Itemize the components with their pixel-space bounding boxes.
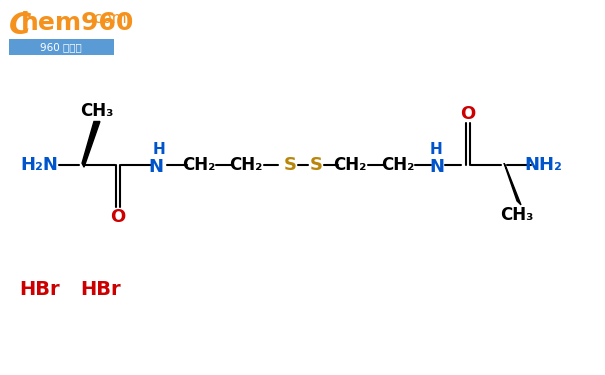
Text: CH₂: CH₂ — [333, 156, 367, 174]
Text: H₂N: H₂N — [21, 156, 58, 174]
Text: NH₂: NH₂ — [524, 156, 562, 174]
Text: C: C — [9, 11, 31, 40]
Text: S: S — [309, 156, 322, 174]
Text: hem960: hem960 — [21, 11, 135, 35]
Text: HBr: HBr — [19, 280, 59, 299]
Bar — [9, 39, 114, 55]
Text: S: S — [284, 156, 296, 174]
Polygon shape — [82, 122, 100, 167]
Text: N: N — [148, 158, 163, 176]
Text: 960 化工网: 960 化工网 — [41, 42, 82, 52]
Text: CH₂: CH₂ — [381, 156, 414, 174]
Text: CH₂: CH₂ — [182, 156, 215, 174]
Text: CH₃: CH₃ — [80, 102, 114, 120]
Text: O: O — [110, 208, 125, 226]
Text: N: N — [429, 158, 444, 176]
Text: CH₂: CH₂ — [229, 156, 263, 174]
Text: O: O — [460, 105, 476, 123]
Text: H: H — [430, 142, 443, 157]
Text: CH₃: CH₃ — [500, 206, 534, 224]
Text: .com: .com — [89, 11, 126, 26]
Polygon shape — [504, 163, 521, 205]
Text: HBr: HBr — [80, 280, 121, 299]
Text: H: H — [152, 142, 165, 157]
